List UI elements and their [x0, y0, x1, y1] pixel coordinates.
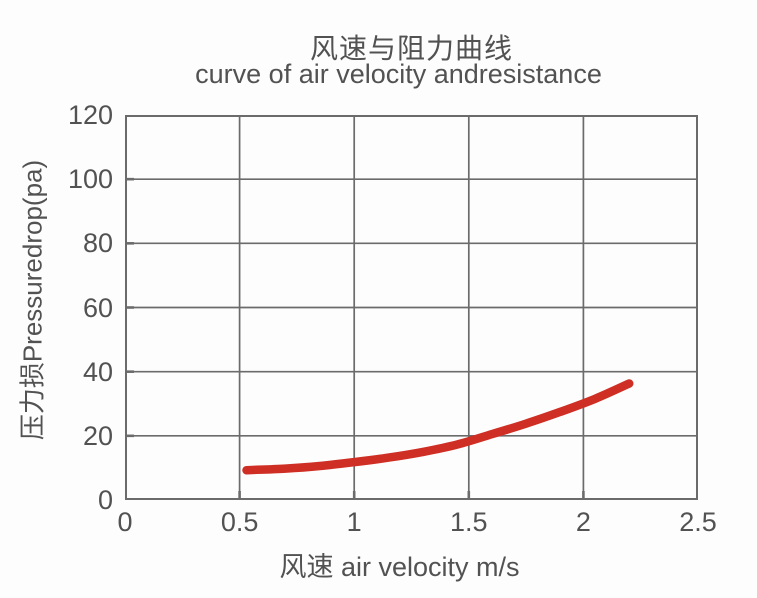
plot-border: [125, 115, 698, 500]
y-tick-label: 100: [67, 164, 113, 195]
data-curve: [242, 379, 634, 475]
y-tick-label: 120: [67, 100, 113, 130]
y-tick-label: 20: [82, 420, 113, 451]
x-axis-label: 风速 air velocity m/s: [279, 552, 520, 582]
y-tick-label: 0: [97, 485, 113, 515]
plot-area: [125, 115, 698, 500]
x-tick-label: 1.5: [450, 507, 488, 537]
chart-subtitle: curve of air velocity andresistance: [195, 59, 602, 89]
chart-title: 风速与阻力曲线: [309, 33, 513, 64]
x-tick-label: 1: [346, 507, 362, 537]
x-tick-label: 0.5: [220, 507, 259, 537]
y-tick-label: 40: [82, 356, 113, 387]
x-tick-label: 2.5: [679, 507, 717, 537]
y-tick-label: 60: [82, 292, 113, 323]
x-tick-label: 2: [575, 507, 591, 537]
x-tick-label: 0: [117, 507, 133, 537]
y-tick-label: 80: [82, 228, 113, 259]
